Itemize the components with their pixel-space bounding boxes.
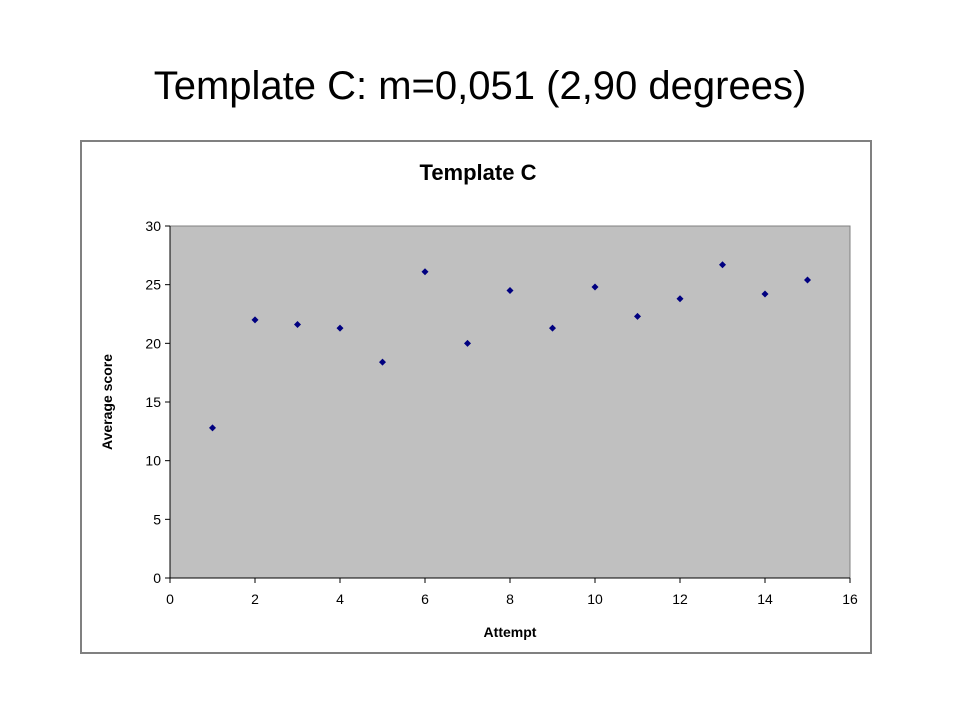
y-tick-label: 10 <box>145 453 161 469</box>
x-axis-label: Attempt <box>484 624 537 640</box>
x-tick-label: 4 <box>336 591 344 607</box>
data-point <box>549 324 556 332</box>
data-point <box>719 261 726 269</box>
data-point <box>591 283 599 291</box>
data-point <box>251 316 259 324</box>
data-point <box>209 424 216 432</box>
scatter-chart: Template C 0 5 10 15 20 25 30 0 2 4 6 8 10 12 14 16 At… <box>99 160 858 640</box>
x-tick-label: 6 <box>421 591 429 607</box>
data-point <box>379 358 386 366</box>
x-tick-label: 12 <box>672 591 688 607</box>
chart-title: Template C <box>420 160 537 185</box>
y-tick-label: 5 <box>153 511 161 527</box>
data-point <box>506 287 514 295</box>
x-tick-label: 8 <box>506 591 514 607</box>
data-point <box>761 290 769 298</box>
x-tick-label: 10 <box>587 591 603 607</box>
y-tick-label: 20 <box>145 335 161 351</box>
data-point <box>294 321 301 329</box>
y-tick-label: 15 <box>145 394 161 410</box>
data-point <box>676 295 684 303</box>
x-axis-ticks: 0 2 4 6 8 10 12 14 16 <box>166 578 858 607</box>
x-tick-label: 0 <box>166 591 174 607</box>
chart-frame: Template C 0 5 10 15 20 25 30 0 2 4 6 8 10 12 14 16 At… <box>80 140 872 654</box>
y-tick-label: 0 <box>153 570 161 586</box>
slide-title: Template C: m=0,051 (2,90 degrees) <box>153 64 807 108</box>
data-point <box>336 324 344 332</box>
x-tick-label: 16 <box>842 591 858 607</box>
y-tick-label: 30 <box>145 218 161 234</box>
y-tick-label: 25 <box>145 277 161 293</box>
data-point <box>804 276 811 284</box>
x-tick-label: 2 <box>251 591 259 607</box>
x-tick-label: 14 <box>757 591 773 607</box>
plot-area <box>169 225 851 579</box>
y-axis-label: Average score <box>99 354 115 450</box>
data-point <box>634 312 641 320</box>
data-points <box>209 261 811 432</box>
y-axis-ticks: 0 5 10 15 20 25 30 <box>145 218 170 586</box>
data-point <box>421 268 429 276</box>
data-point <box>464 339 471 347</box>
